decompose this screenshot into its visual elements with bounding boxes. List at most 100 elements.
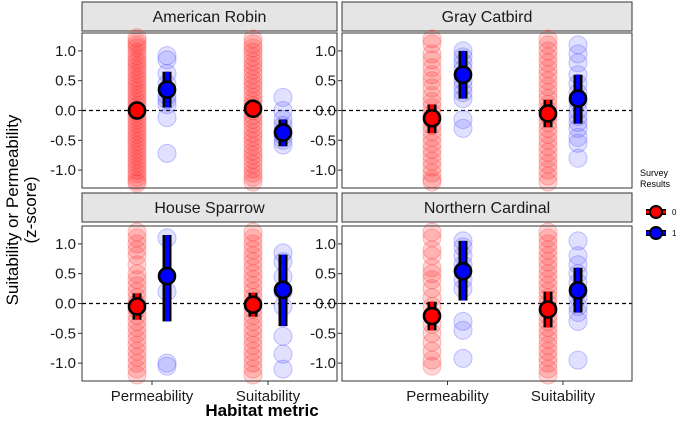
y-tick-label: -1.0 xyxy=(310,355,336,372)
data-point-survey-1 xyxy=(453,348,473,368)
data-point-survey-0 xyxy=(127,359,147,379)
data-point-survey-0 xyxy=(127,173,147,193)
data-point-survey-0 xyxy=(243,323,263,343)
data-point-survey-0 xyxy=(538,228,558,248)
data-point-survey-0 xyxy=(538,329,558,349)
data-point-survey-0 xyxy=(243,240,263,260)
data-point-survey-0 xyxy=(422,139,442,159)
data-point-survey-1 xyxy=(273,359,293,379)
legend: Survey Results 0 1 xyxy=(640,168,677,240)
data-point-survey-1 xyxy=(453,320,473,340)
data-point-survey-0 xyxy=(127,347,147,367)
y-tick-label: 1.0 xyxy=(55,236,76,253)
data-point-survey-0 xyxy=(127,128,147,148)
data-point-survey-0 xyxy=(538,65,558,85)
x-tick-label: Permeability xyxy=(111,388,194,405)
data-point-survey-0 xyxy=(243,246,263,266)
mean-marker-survey-1 xyxy=(568,281,588,300)
mean-marker-survey-1 xyxy=(157,80,177,99)
data-point-survey-0 xyxy=(127,38,147,58)
data-point-survey-0 xyxy=(422,264,442,284)
mean-marker-survey-0 xyxy=(538,104,558,123)
mean-marker-survey-0 xyxy=(538,300,558,319)
data-point-survey-0 xyxy=(243,118,263,138)
data-point-survey-0 xyxy=(243,42,263,62)
y-tick-label: 1.0 xyxy=(315,236,336,253)
y-tick-label: 0.0 xyxy=(315,296,336,313)
data-point-survey-0 xyxy=(422,58,442,78)
data-point-survey-0 xyxy=(243,38,263,58)
data-point-survey-0 xyxy=(127,135,147,155)
y-tick-label: -0.5 xyxy=(50,132,76,149)
data-point-survey-0 xyxy=(127,160,147,180)
data-point-survey-0 xyxy=(538,41,558,61)
data-point-survey-0 xyxy=(127,167,147,187)
data-point-survey-1 xyxy=(568,35,588,55)
y-axis-title-line-2: (z-score) xyxy=(21,176,40,243)
data-point-survey-0 xyxy=(127,74,147,94)
mean-marker-survey-1 xyxy=(568,89,588,108)
data-point-survey-0 xyxy=(243,149,263,169)
data-point-survey-0 xyxy=(538,148,558,168)
legend-key-marker xyxy=(649,226,663,240)
data-point-survey-0 xyxy=(127,329,147,349)
data-point-survey-0 xyxy=(243,60,263,80)
data-point-survey-0 xyxy=(127,35,147,55)
data-point-survey-0 xyxy=(127,264,147,284)
data-point-survey-0 xyxy=(243,154,263,174)
data-point-survey-0 xyxy=(243,34,263,54)
data-point-survey-0 xyxy=(422,44,442,64)
mean-marker-survey-1 xyxy=(157,266,177,286)
data-point-survey-0 xyxy=(243,365,263,385)
y-tick-label: 0.0 xyxy=(315,103,336,120)
data-point-survey-1 xyxy=(157,143,177,163)
data-point-survey-1 xyxy=(453,311,473,331)
data-point-survey-0 xyxy=(538,53,558,73)
data-point-survey-0 xyxy=(538,154,558,174)
data-point-survey-0 xyxy=(243,341,263,361)
y-tick-label: 0.5 xyxy=(55,73,76,90)
data-point-survey-0 xyxy=(127,341,147,361)
data-point-survey-0 xyxy=(422,29,442,49)
mean-marker-survey-0 xyxy=(127,297,147,316)
data-point-survey-0 xyxy=(243,78,263,98)
data-point-survey-0 xyxy=(243,335,263,355)
data-point-survey-0 xyxy=(243,252,263,272)
data-point-survey-0 xyxy=(243,123,263,143)
data-point-survey-0 xyxy=(127,171,147,191)
data-point-survey-1 xyxy=(157,46,177,66)
data-point-survey-0 xyxy=(127,53,147,73)
data-point-survey-0 xyxy=(127,71,147,91)
data-point-survey-0 xyxy=(538,136,558,156)
data-point-survey-0 xyxy=(538,130,558,150)
data-point-survey-1 xyxy=(273,87,293,107)
legend-title-line-2: Results xyxy=(640,179,671,189)
data-point-survey-0 xyxy=(243,353,263,373)
data-point-survey-0 xyxy=(127,234,147,254)
data-point-survey-0 xyxy=(127,146,147,166)
y-tick-label: 0.5 xyxy=(315,266,336,283)
data-point-survey-0 xyxy=(127,335,147,355)
data-point-survey-0 xyxy=(538,160,558,180)
data-point-survey-0 xyxy=(127,42,147,62)
data-point-survey-0 xyxy=(127,68,147,88)
data-point-survey-0 xyxy=(243,70,263,89)
data-point-survey-0 xyxy=(127,60,147,80)
data-point-survey-0 xyxy=(243,258,263,278)
y-tick-label: 0.5 xyxy=(315,73,336,90)
data-point-survey-1 xyxy=(157,50,177,70)
data-point-survey-0 xyxy=(422,145,442,165)
data-point-survey-0 xyxy=(127,56,147,76)
data-point-survey-1 xyxy=(157,108,177,128)
data-point-survey-0 xyxy=(243,234,263,254)
data-point-survey-0 xyxy=(127,149,147,169)
mean-marker-survey-0 xyxy=(243,295,263,314)
data-point-survey-0 xyxy=(127,50,147,70)
data-point-survey-0 xyxy=(538,234,558,254)
data-point-survey-0 xyxy=(127,157,147,177)
data-point-survey-0 xyxy=(538,341,558,361)
y-tick-label: 0.0 xyxy=(55,296,76,313)
data-point-survey-0 xyxy=(243,52,263,72)
data-point-survey-0 xyxy=(127,139,147,159)
data-point-survey-0 xyxy=(127,153,147,173)
